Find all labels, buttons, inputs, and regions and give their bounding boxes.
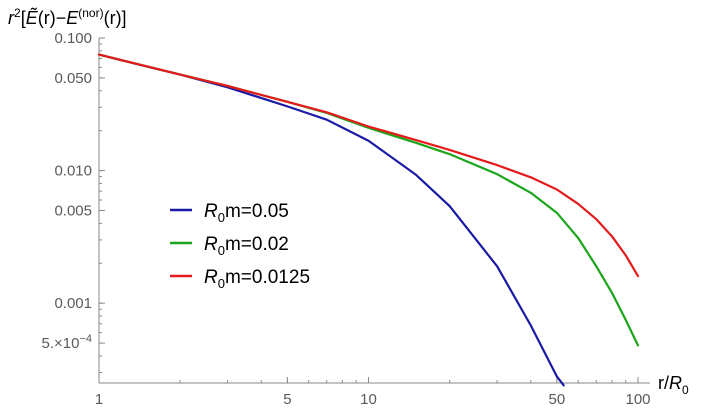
x-tick-label: 1: [95, 391, 103, 408]
series-line-2: [97, 53, 640, 347]
x-tick-label: 50: [549, 391, 566, 408]
y-axis-title: r2[Ẽ(r)−E(nor)(r)]: [8, 6, 127, 28]
series-lines: [97, 53, 640, 387]
x-tick-label: 5: [283, 391, 291, 408]
x-axis-title: r/R0: [658, 373, 689, 397]
series-line-3: [97, 53, 640, 278]
y-tick-label: 0.100: [54, 30, 92, 47]
y-axis-ticks: 0.100 0.050 0.010 0.005 0.001 5.×10−4: [41, 30, 105, 374]
y-tick-label: 0.001: [54, 295, 92, 312]
legend: R0m=0.05 R0m=0.02 R0m=0.0125: [170, 201, 310, 291]
legend-item-3: R0m=0.0125: [170, 267, 310, 291]
legend-label-2: R0m=0.02: [204, 234, 289, 258]
x-tick-label: 100: [625, 391, 650, 408]
x-axis-ticks: 1 5 10 50 100: [95, 377, 651, 408]
legend-item-1: R0m=0.05: [170, 201, 289, 225]
y-tick-label: 0.010: [54, 163, 92, 180]
series-line-1: [97, 53, 565, 387]
legend-label-3: R0m=0.0125: [204, 267, 310, 291]
y-tick-label: 0.050: [54, 70, 92, 87]
y-tick-label: 0.005: [54, 203, 92, 220]
x-tick-label: 10: [360, 391, 377, 408]
legend-label-1: R0m=0.05: [204, 201, 289, 225]
legend-item-2: R0m=0.02: [170, 234, 289, 258]
y-tick-label: 5.×10−4: [41, 333, 92, 352]
